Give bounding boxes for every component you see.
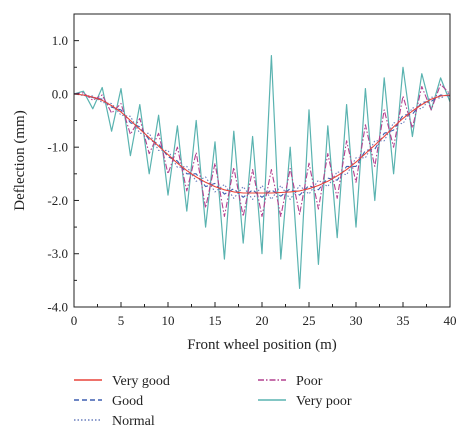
y-tick-label: -2.0 (47, 193, 68, 208)
legend-item-good: Good (74, 394, 143, 409)
x-tick-label: 40 (444, 313, 457, 328)
legend-item-very-good: Very good (74, 374, 170, 389)
legend: Very good Good Normal Poor Very poor (74, 374, 352, 429)
x-axis: 0 5 10 15 20 25 30 35 40 (71, 302, 457, 328)
x-tick-label: 20 (256, 313, 269, 328)
y-tick-label: -1.0 (47, 140, 68, 155)
series-line-normal (73, 92, 451, 200)
plot-area: 0 5 10 15 20 25 30 35 40 1.0 0.0 -1.0 -2.0 -3.0 -4.0 (47, 13, 457, 328)
y-tick-label: -4.0 (47, 300, 68, 315)
y-tick-label: -3.0 (47, 246, 68, 261)
legend-label: Very poor (296, 394, 352, 409)
legend-label: Poor (296, 374, 323, 389)
y-tick-label: 1.0 (52, 33, 68, 48)
x-tick-label: 35 (397, 313, 410, 328)
series-line-very-good (73, 93, 451, 194)
x-tick-label: 15 (209, 313, 222, 328)
y-tick-label: 0.0 (52, 86, 68, 101)
series-layer (73, 55, 451, 289)
legend-label: Normal (112, 414, 155, 429)
x-tick-label: 25 (303, 313, 316, 328)
legend-item-very-poor: Very poor (258, 394, 352, 409)
x-tick-label: 5 (118, 313, 125, 328)
y-axis-title: Deflection (mm) (12, 110, 28, 210)
x-tick-label: 10 (162, 313, 175, 328)
series-line-very-poor (73, 55, 451, 289)
x-axis-title: Front wheel position (m) (187, 337, 337, 353)
legend-label: Very good (112, 374, 170, 389)
x-tick-label: 30 (350, 313, 363, 328)
legend-label: Good (112, 394, 143, 409)
plot-frame (73, 13, 451, 308)
series-line-poor (73, 83, 451, 217)
y-axis: 1.0 0.0 -1.0 -2.0 -3.0 -4.0 (47, 33, 79, 315)
x-tick-label: 0 (71, 313, 78, 328)
legend-item-normal: Normal (74, 414, 155, 429)
legend-item-poor: Poor (258, 374, 323, 389)
